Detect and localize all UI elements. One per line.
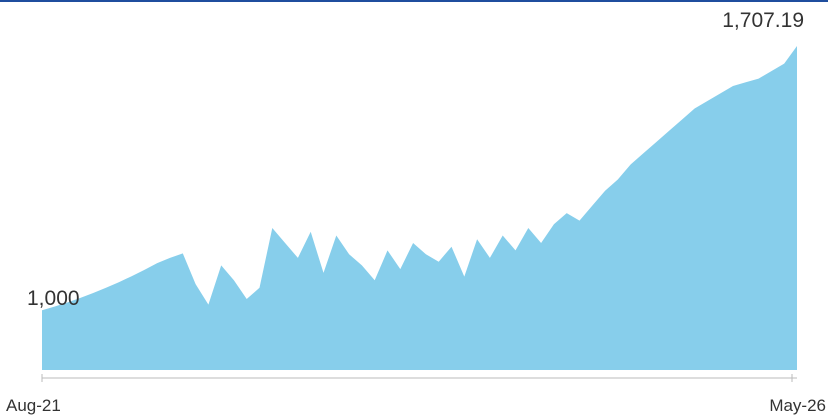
x-tick-label-end: May-26 <box>769 396 826 415</box>
area-series <box>42 46 797 370</box>
x-tick-label-start: Aug-21 <box>6 396 61 415</box>
header-rule <box>0 0 828 2</box>
start-value-label: 1,000 <box>27 287 80 310</box>
end-value-label: 1,707.19 <box>722 9 804 32</box>
